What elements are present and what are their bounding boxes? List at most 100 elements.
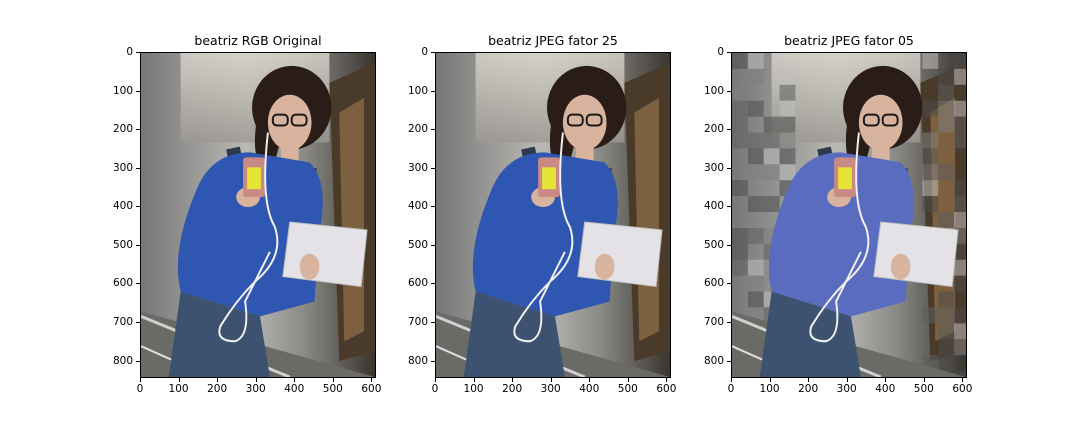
x-tick-mark [217, 378, 219, 382]
y-tick-label: 200 [703, 123, 724, 136]
y-tick-mark [136, 244, 140, 246]
y-tick-label: 500 [112, 238, 133, 251]
x-tick-mark [294, 378, 296, 382]
y-tick-mark [727, 167, 731, 169]
x-tick-label: 600 [952, 383, 973, 395]
y-tick-mark [727, 90, 731, 92]
y-tick-mark [727, 283, 731, 285]
x-tick-mark [769, 378, 771, 382]
x-tick-mark [962, 378, 964, 382]
x-tick-mark [140, 378, 141, 382]
y-tick-label: 500 [703, 238, 724, 251]
y-tick-label: 400 [407, 200, 428, 213]
photo-image [731, 52, 967, 378]
y-tick-label: 200 [112, 123, 133, 136]
y-tick-label: 300 [407, 161, 428, 174]
y-tick-label: 100 [407, 84, 428, 97]
y-tick-label: 0 [717, 46, 724, 58]
y-tick-mark [136, 167, 140, 169]
y-tick-label: 400 [703, 200, 724, 213]
y-tick-label: 200 [407, 123, 428, 136]
photo-image [435, 52, 671, 378]
x-tick-label: 200 [502, 383, 523, 395]
x-tick-mark [923, 378, 925, 382]
x-tick-mark [885, 378, 887, 382]
x-tick-label: 300 [540, 383, 561, 395]
y-tick-label: 600 [407, 277, 428, 290]
x-tick-mark [589, 378, 591, 382]
x-tick-label: 600 [656, 383, 677, 395]
y-tick-label: 700 [112, 316, 133, 329]
x-tick-label: 100 [168, 383, 189, 395]
x-tick-label: 200 [207, 383, 228, 395]
y-tick-mark [136, 90, 140, 92]
x-tick-label: 400 [875, 383, 896, 395]
x-tick-label: 400 [579, 383, 600, 395]
y-tick-label: 300 [703, 161, 724, 174]
y-tick-label: 800 [703, 354, 724, 367]
y-tick-mark [727, 244, 731, 246]
y-tick-label: 0 [126, 46, 133, 58]
y-tick-mark [431, 322, 435, 324]
y-tick-mark [431, 52, 435, 53]
y-tick-mark [727, 129, 731, 131]
panel-title: beatriz RGB Original [194, 33, 322, 48]
y-tick-label: 700 [703, 316, 724, 329]
y-tick-mark [431, 244, 435, 246]
x-tick-label: 300 [245, 383, 266, 395]
panel-title: beatriz JPEG fator 25 [488, 33, 618, 48]
y-tick-label: 600 [703, 277, 724, 290]
y-tick-label: 600 [112, 277, 133, 290]
y-tick-label: 100 [112, 84, 133, 97]
x-tick-mark [550, 378, 552, 382]
y-tick-label: 800 [407, 354, 428, 367]
x-tick-label: 400 [284, 383, 305, 395]
x-tick-mark [846, 378, 848, 382]
x-tick-mark [435, 378, 436, 382]
panel-jpeg-25: beatriz JPEG fator 25 [435, 0, 671, 432]
y-tick-mark [136, 360, 140, 362]
x-tick-mark [371, 378, 373, 382]
y-tick-mark [136, 52, 140, 53]
x-tick-label: 500 [322, 383, 343, 395]
y-tick-mark [136, 322, 140, 324]
y-tick-mark [431, 167, 435, 169]
y-tick-mark [727, 206, 731, 208]
x-tick-label: 500 [617, 383, 638, 395]
x-tick-label: 0 [136, 383, 144, 395]
x-tick-label: 100 [463, 383, 484, 395]
y-tick-mark [136, 283, 140, 285]
x-tick-mark [512, 378, 514, 382]
x-tick-mark [473, 378, 475, 382]
panel-jpeg-05: beatriz JPEG fator 05 [731, 0, 967, 432]
x-tick-label: 500 [913, 383, 934, 395]
y-tick-mark [431, 360, 435, 362]
x-tick-mark [666, 378, 668, 382]
y-tick-mark [431, 283, 435, 285]
x-tick-mark [627, 378, 629, 382]
x-tick-label: 200 [798, 383, 819, 395]
y-tick-mark [136, 129, 140, 131]
x-tick-label: 100 [759, 383, 780, 395]
x-tick-mark [178, 378, 180, 382]
y-tick-mark [431, 129, 435, 131]
panel-original: beatriz RGB Original [140, 0, 376, 432]
photo-image [140, 52, 376, 378]
y-tick-mark [431, 90, 435, 92]
x-tick-mark [731, 378, 732, 382]
y-tick-label: 0 [421, 46, 428, 58]
y-tick-label: 300 [112, 161, 133, 174]
x-tick-label: 300 [836, 383, 857, 395]
y-tick-label: 700 [407, 316, 428, 329]
y-tick-mark [431, 206, 435, 208]
y-tick-label: 800 [112, 354, 133, 367]
y-tick-label: 500 [407, 238, 428, 251]
x-tick-label: 600 [361, 383, 382, 395]
x-tick-mark [332, 378, 334, 382]
y-tick-label: 400 [112, 200, 133, 213]
x-tick-mark [808, 378, 810, 382]
y-tick-mark [136, 206, 140, 208]
y-tick-mark [727, 322, 731, 324]
panel-title: beatriz JPEG fator 05 [784, 33, 914, 48]
y-tick-mark [727, 360, 731, 362]
